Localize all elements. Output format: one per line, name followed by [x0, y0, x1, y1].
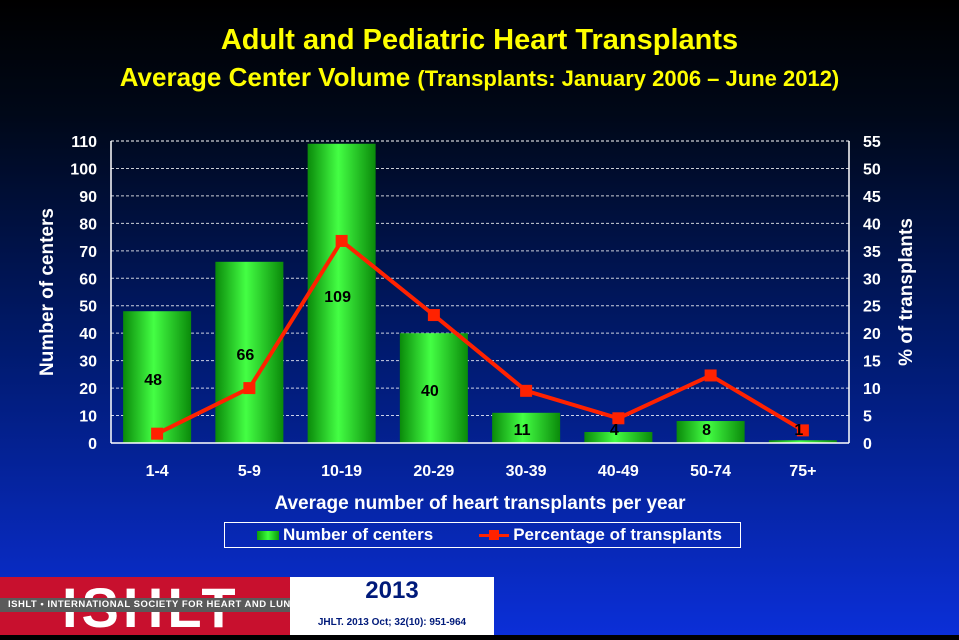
x-tick-label: 20-29 — [413, 463, 454, 480]
legend-item-line: Percentage of transplants — [465, 525, 722, 545]
bar-value-label: 40 — [421, 383, 439, 400]
bar — [307, 143, 376, 443]
y-tick-label: 40 — [79, 326, 97, 343]
bar — [768, 440, 837, 443]
x-tick-label: 10-19 — [321, 463, 362, 480]
x-tick-label: 30-39 — [506, 463, 547, 480]
subtitle-main: Average Center Volume — [119, 62, 411, 92]
y2-tick-label: 40 — [863, 216, 881, 233]
subtitle-date-range: (Transplants: January 2006 – June 2012) — [417, 66, 840, 91]
line-point — [704, 369, 717, 382]
legend-line-label: Percentage of transplants — [513, 525, 722, 544]
y-tick-label: 110 — [71, 134, 97, 151]
chart-title: Adult and Pediatric Heart Transplants — [220, 24, 739, 56]
y2-tick-label: 10 — [863, 381, 881, 398]
y2-tick-label: 45 — [863, 189, 881, 206]
x-tick-label: 40-49 — [598, 463, 639, 480]
publication-year: 2013 — [365, 577, 419, 604]
bar — [676, 421, 745, 443]
bar — [492, 412, 561, 443]
line-point — [243, 382, 256, 395]
line-point — [427, 309, 440, 322]
line-point — [612, 412, 625, 425]
legend-item-bars: Number of centers — [257, 525, 433, 545]
line-point — [335, 234, 348, 247]
chart-legend: Number of centers Percentage of transpla… — [224, 522, 741, 548]
y2-tick-label: 25 — [863, 299, 881, 316]
bar-value-label: 8 — [702, 422, 711, 439]
series-line — [156, 237, 804, 436]
y2-tick-label: 50 — [863, 161, 881, 178]
year-citation-box: 2013 JHLT. 2013 Oct; 32(10): 951-964 — [290, 577, 494, 635]
y-tick-label: 20 — [79, 381, 97, 398]
y2-tick-label: 5 — [863, 409, 872, 426]
x-axis-label: Average number of heart transplants per … — [274, 493, 686, 514]
journal-citation: JHLT. 2013 Oct; 32(10): 951-964 — [317, 617, 467, 628]
y-tick-label: 70 — [79, 244, 97, 261]
axes — [110, 140, 850, 444]
y-axis-label: Number of centers — [37, 208, 58, 376]
y2-tick-label: 35 — [863, 244, 881, 261]
x-tick-label: 1-4 — [146, 463, 169, 480]
y2-tick-label: 15 — [863, 354, 881, 371]
line-series — [151, 234, 809, 440]
line-point — [151, 427, 164, 440]
bar-value-label: 1 — [794, 422, 803, 439]
y-tick-label: 10 — [79, 409, 97, 426]
line-point — [520, 384, 533, 397]
bar-value-label: 48 — [144, 372, 162, 389]
y-tick-label: 90 — [79, 189, 97, 206]
x-tick-label: 50-74 — [690, 463, 731, 480]
bar — [584, 432, 653, 443]
chart-subtitle: Average Center Volume (Transplants: Janu… — [0, 62, 959, 93]
y-tick-label: 80 — [79, 216, 97, 233]
y-tick-label: 30 — [79, 354, 97, 371]
y-tick-label: 50 — [79, 299, 97, 316]
legend-bar-label: Number of centers — [283, 525, 434, 544]
y2-tick-label: 20 — [863, 326, 881, 343]
y2-tick-label: 55 — [863, 134, 881, 151]
legend-bar-swatch — [257, 530, 279, 540]
bar-value-label: 109 — [324, 289, 351, 306]
y-tick-label: 60 — [79, 271, 97, 288]
bar-value-label: 66 — [236, 347, 254, 364]
bar-value-label: 11 — [514, 422, 531, 439]
y2-tick-label: 30 — [863, 271, 881, 288]
x-tick-label: 5-9 — [238, 463, 261, 480]
bar-value-label: 4 — [610, 422, 619, 439]
x-tick-label: 75+ — [789, 463, 816, 480]
y2-axis-label: % of transplants — [896, 218, 917, 366]
bar — [399, 333, 468, 443]
legend-line-swatch — [479, 529, 510, 541]
y2-tick-label: 0 — [863, 436, 872, 453]
line-point — [796, 424, 809, 437]
y-tick-label: 100 — [70, 161, 97, 178]
y-tick-label: 0 — [88, 436, 97, 453]
tick-labels: 0 10 20 30 40 50 60 70 80 90 100 110 0 5 10 15 20 25 30 35 4… — [70, 134, 881, 480]
